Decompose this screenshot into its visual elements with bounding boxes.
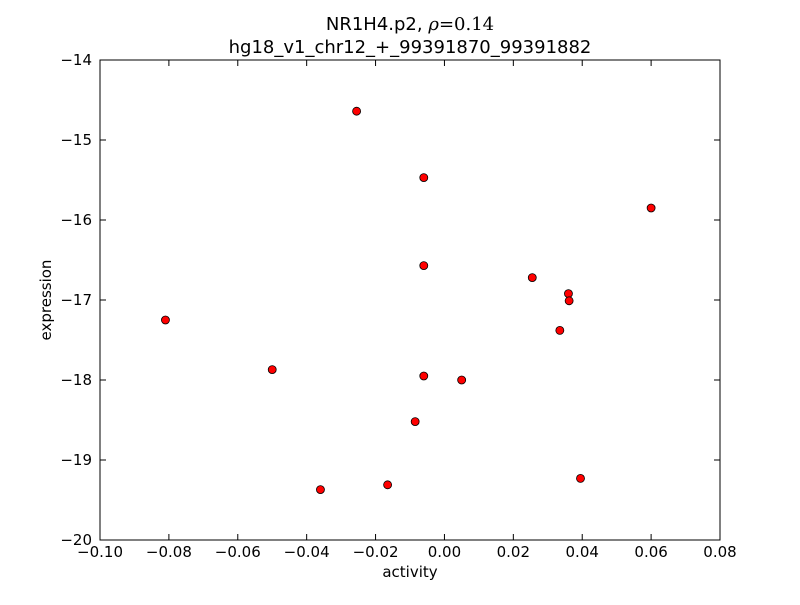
x-tick-label: 0.08 xyxy=(703,543,736,561)
x-axis-label: activity xyxy=(382,563,437,581)
y-tick-label: −18 xyxy=(60,371,92,389)
data-point xyxy=(419,173,429,183)
data-point xyxy=(161,315,170,325)
x-tick-label: 0.02 xyxy=(497,543,530,561)
y-tick-label: −16 xyxy=(60,211,92,229)
y-axis-label: expression xyxy=(37,260,55,341)
x-tick-label: −0.10 xyxy=(77,543,123,561)
data-point xyxy=(646,203,656,213)
data-point xyxy=(564,289,573,299)
x-tick-label: 0.04 xyxy=(566,543,599,561)
plot-frame xyxy=(99,59,721,541)
y-tick-label: −14 xyxy=(60,51,92,69)
y-tick-label: −19 xyxy=(60,451,92,469)
y-tick-label: −17 xyxy=(60,291,92,309)
x-tick-label: −0.06 xyxy=(215,543,261,561)
data-point xyxy=(267,365,277,375)
data-point xyxy=(383,480,393,490)
data-point xyxy=(564,296,574,306)
chart-subtitle: hg18_v1_chr12_+_99391870_99391882 xyxy=(229,37,592,58)
x-tick-label: 0.06 xyxy=(634,543,667,561)
x-tick-label: 0.00 xyxy=(428,543,461,561)
x-tick-label: −0.04 xyxy=(284,543,330,561)
data-point xyxy=(419,371,429,381)
data-point xyxy=(457,375,467,385)
data-point xyxy=(316,485,325,495)
plot-area: −0.10 −0.08 −0.06 −0.04 −0.02 0.00 0.02 0.04 0.0… xyxy=(60,51,736,561)
data-point xyxy=(555,325,565,335)
plot-background xyxy=(100,60,720,540)
data-point xyxy=(410,417,420,427)
data-point xyxy=(527,273,537,283)
y-tick-label: −15 xyxy=(60,131,92,149)
chart-title: NR1H4.p2, ρ=0.14 xyxy=(326,14,494,35)
y-tick-label: −20 xyxy=(60,531,92,549)
x-tick-label: −0.08 xyxy=(146,543,192,561)
data-point xyxy=(419,261,429,271)
x-tick-label: −0.02 xyxy=(353,543,399,561)
data-point xyxy=(352,106,362,116)
data-point xyxy=(576,473,585,483)
